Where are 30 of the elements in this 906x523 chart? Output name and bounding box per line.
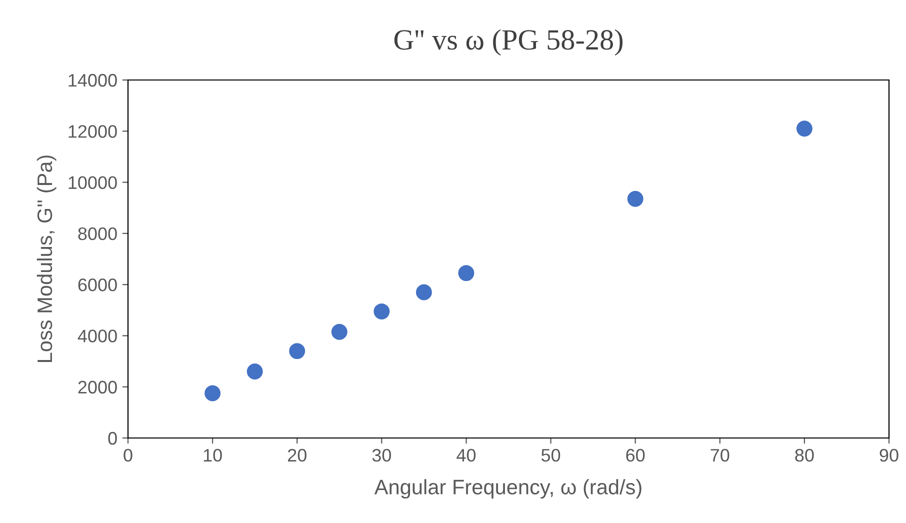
y-tick-label: 10000 bbox=[68, 176, 117, 190]
y-tick-label: 0 bbox=[108, 432, 117, 445]
x-tick-label: 0 bbox=[124, 448, 132, 462]
point bbox=[796, 120, 812, 137]
point bbox=[331, 324, 348, 340]
point bbox=[246, 364, 263, 380]
x-tick-label: 70 bbox=[710, 448, 730, 462]
x-tick-label: 40 bbox=[456, 448, 476, 462]
x-tick-label: 20 bbox=[288, 448, 306, 462]
point bbox=[627, 190, 644, 207]
y-tick-label: 2000 bbox=[78, 380, 117, 394]
y-tick-label: 12000 bbox=[68, 125, 117, 138]
x-tick-label: 80 bbox=[795, 448, 814, 462]
y-axis-title: Loss Modulus, G'' (Pa) bbox=[36, 156, 56, 362]
y-tick-label: 8000 bbox=[78, 227, 117, 240]
point bbox=[458, 265, 474, 282]
x-tick-label: 30 bbox=[372, 448, 392, 462]
y-tick-label: 14000 bbox=[68, 74, 117, 87]
y-tick-label: 4000 bbox=[78, 330, 117, 342]
x-axis-title: Angular Frequency, ω (rad/s) bbox=[374, 479, 642, 499]
point bbox=[374, 303, 390, 320]
point bbox=[416, 284, 432, 300]
x-tick-label: 90 bbox=[880, 448, 898, 462]
x-tick-label: 60 bbox=[626, 448, 645, 462]
y-tick-label: 6000 bbox=[78, 278, 117, 292]
point bbox=[289, 343, 306, 360]
point bbox=[204, 385, 221, 402]
chart-title: G'' vs ω (PG 58-28) bbox=[394, 29, 623, 56]
x-tick-label: 50 bbox=[541, 448, 560, 462]
x-tick-label: 10 bbox=[204, 448, 222, 462]
